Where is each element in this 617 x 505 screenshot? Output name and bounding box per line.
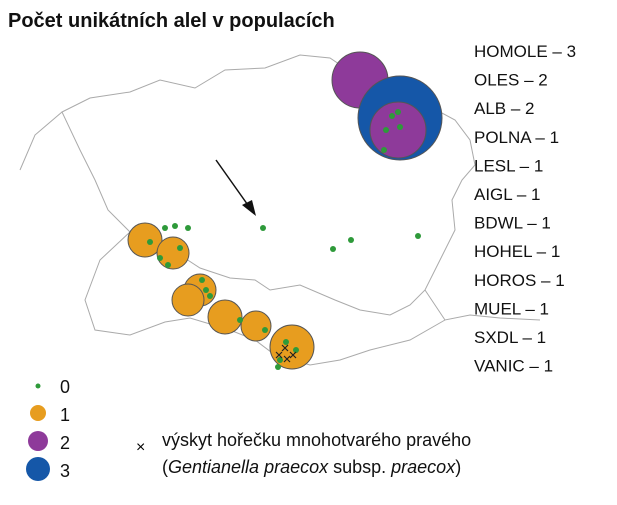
note-symbol: × [136,439,145,456]
bubble-purple [369,101,427,159]
legend-label: 1 [60,405,70,425]
population-label: VANIC – 1 [474,357,553,376]
legend-swatch [35,383,41,389]
bubbles [127,51,443,370]
population-label: SXDL – 1 [474,328,546,347]
legend-label: 2 [60,433,70,453]
note-line: výskyt hořečku mnohotvarého pravého [162,430,471,450]
note-part: ) [455,457,461,477]
legend: × výskyt hořečku mnohotvarého pravého (G… [26,377,471,481]
crosses [275,344,297,363]
border-west [19,111,63,171]
bubble-orange [207,299,243,335]
title: Počet unikátních alel v populacích [8,10,335,32]
population-label: LESL – 1 [474,156,543,175]
legend-swatch [30,405,46,421]
borders [19,54,541,366]
population-label: OLES – 2 [474,71,548,90]
legend-label: 3 [60,461,70,481]
note-part: ( [162,457,168,477]
population-label: BDWL – 1 [474,214,551,233]
note-part: praecox [390,457,456,477]
legend-label: 0 [60,377,70,397]
population-label: HOMOLE – 3 [474,42,576,61]
bubble-orange [127,222,163,258]
population-label: HOROS – 1 [474,271,565,290]
bubble-orange [269,324,315,370]
note-part: Gentianella praecox [168,457,329,477]
legend-swatch [28,431,48,451]
population-label: POLNA – 1 [474,128,559,147]
note-part: subsp. [328,457,391,477]
note-line: (Gentianella praecox subsp. praecox) [162,457,461,477]
population-label: MUEL – 1 [474,299,549,318]
legend-swatch [26,457,50,481]
population-label: HOHEL – 1 [474,242,560,261]
border-east [424,289,541,321]
green-dots [147,109,421,370]
bubble-orange [240,310,272,342]
bubble-orange [156,236,190,270]
arrow [215,159,256,216]
population-label: AIGL – 1 [474,185,540,204]
population-label: ALB – 2 [474,99,535,118]
population-list: HOMOLE – 3 OLES – 2 ALB – 2 POLNA – 1 LESL –… [474,42,576,376]
bubble-orange [171,283,205,317]
